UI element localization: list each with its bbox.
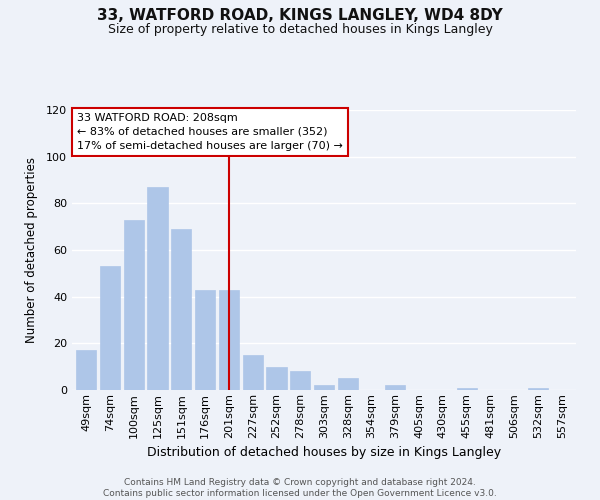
Bar [76,350,97,390]
Bar [219,290,239,390]
Text: Size of property relative to detached houses in Kings Langley: Size of property relative to detached ho… [107,22,493,36]
Bar [457,388,477,390]
Bar [171,229,191,390]
Bar [290,372,310,390]
Bar [385,386,406,390]
Bar [195,290,215,390]
X-axis label: Distribution of detached houses by size in Kings Langley: Distribution of detached houses by size … [147,446,501,459]
Bar [266,366,287,390]
Y-axis label: Number of detached properties: Number of detached properties [25,157,38,343]
Bar [124,220,144,390]
Bar [314,386,334,390]
Bar [100,266,120,390]
Text: 33, WATFORD ROAD, KINGS LANGLEY, WD4 8DY: 33, WATFORD ROAD, KINGS LANGLEY, WD4 8DY [97,8,503,22]
Text: Contains HM Land Registry data © Crown copyright and database right 2024.
Contai: Contains HM Land Registry data © Crown c… [103,478,497,498]
Bar [528,388,548,390]
Text: 33 WATFORD ROAD: 208sqm
← 83% of detached houses are smaller (352)
17% of semi-d: 33 WATFORD ROAD: 208sqm ← 83% of detache… [77,113,343,151]
Bar [242,355,263,390]
Bar [148,187,167,390]
Bar [338,378,358,390]
